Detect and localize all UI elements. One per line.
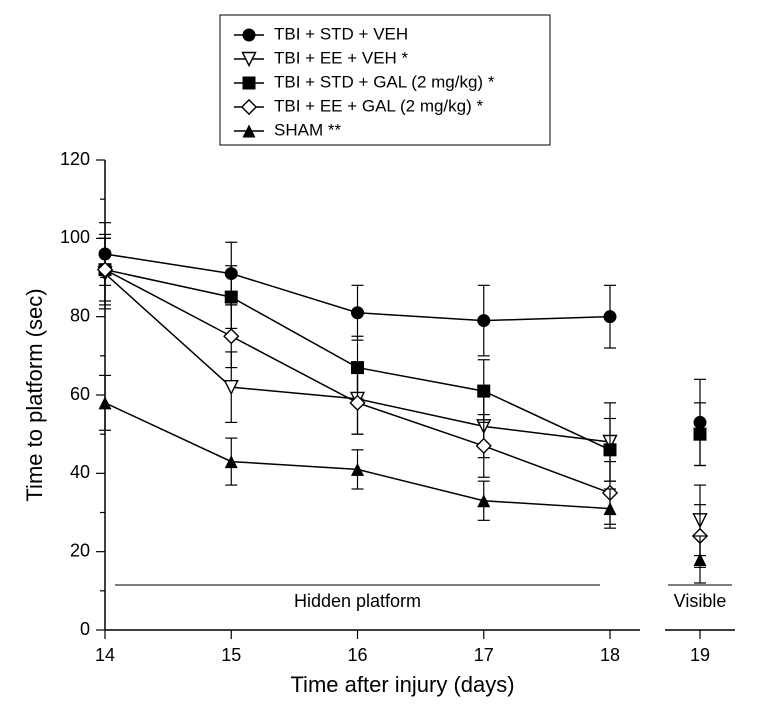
diamond-open-marker (477, 439, 491, 453)
y-tick-label: 0 (80, 619, 90, 639)
y-tick-label: 40 (70, 462, 90, 482)
x-tick-label: 14 (95, 645, 115, 665)
circle-filled-marker (351, 306, 364, 319)
series-tbi_std_veh (99, 223, 707, 466)
square-filled-marker (225, 291, 238, 304)
series-layer (98, 223, 707, 583)
diamond-open-marker (224, 329, 238, 343)
square-filled-marker (477, 385, 490, 398)
series-tbi_ee_gal (98, 234, 707, 567)
series-sham (99, 375, 707, 583)
legend: TBI + STD + VEH TBI + EE + VEH * TBI + STD… (220, 15, 550, 145)
x-tick-label: 17 (474, 645, 494, 665)
diamond-open-marker (242, 100, 256, 114)
square-filled-marker (243, 77, 256, 90)
chart-svg: 0 20 40 60 80 100 120 14 15 16 17 18 19 Time after in… (0, 0, 771, 724)
series-tbi_std_gal (99, 238, 707, 481)
legend-label: TBI + EE + GAL (2 mg/kg) * (274, 96, 483, 115)
y-tick-label: 100 (60, 227, 90, 247)
phase-label-visible: Visible (674, 591, 727, 611)
circle-filled-marker (604, 310, 617, 323)
circle-filled-marker (477, 314, 490, 327)
x-tick-label: 19 (690, 645, 710, 665)
legend-label: TBI + STD + VEH (274, 24, 408, 43)
y-axis-label: Time to platform (sec) (22, 288, 47, 501)
y-tick-label: 120 (60, 149, 90, 169)
triangle-up-filled-marker (694, 553, 707, 566)
x-axis-label: Time after injury (days) (290, 672, 514, 697)
x-tick-label: 16 (347, 645, 367, 665)
square-filled-marker (604, 443, 617, 456)
phase-label-hidden: Hidden platform (294, 591, 421, 611)
legend-label: SHAM ** (274, 120, 341, 139)
y-tick-label: 80 (70, 305, 90, 325)
y-tick-label: 60 (70, 384, 90, 404)
y-tick-label: 20 (70, 540, 90, 560)
circle-filled-marker (243, 29, 256, 42)
x-tick-label: 15 (221, 645, 241, 665)
chart-container: 0 20 40 60 80 100 120 14 15 16 17 18 19 Time after in… (0, 0, 771, 724)
square-filled-marker (694, 428, 707, 441)
legend-label: TBI + EE + VEH * (274, 48, 409, 67)
legend-label: TBI + STD + GAL (2 mg/kg) * (274, 72, 495, 91)
x-tick-label: 18 (600, 645, 620, 665)
triangle-up-filled-marker (99, 396, 112, 409)
